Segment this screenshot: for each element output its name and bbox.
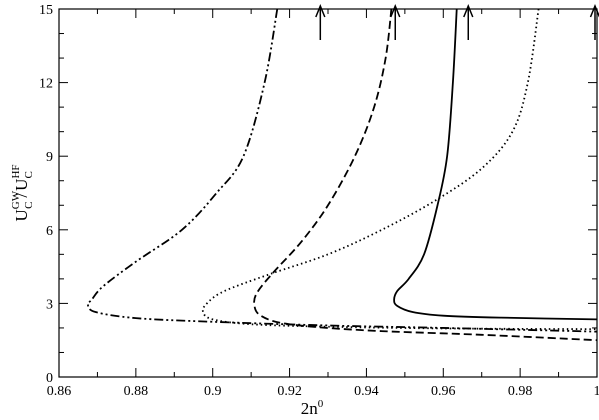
y-tick-label: 12: [39, 77, 53, 92]
ticks-layer: [58, 8, 598, 378]
y-tick-label: 3: [46, 297, 53, 312]
y-label-den-sub: C: [23, 171, 35, 178]
y-label-num-sub: C: [23, 202, 35, 209]
series-line-dotted: [201, 9, 597, 331]
series-line-dashed: [253, 9, 597, 342]
x-tick-labels: 0.86 0.88 0.9 0.92 0.94 0.96 0.98 1: [47, 384, 599, 399]
arrow-marker: [390, 4, 401, 40]
series-line-dashdotdot: [86, 9, 597, 333]
y-label-num-sup: GW: [10, 190, 22, 209]
x-tick-label: 0.9: [204, 384, 222, 399]
y-label-den-sup: HF: [10, 164, 22, 178]
y-tick-label: 9: [46, 150, 53, 165]
y-tick-label: 0: [46, 371, 53, 386]
series-line-solid: [393, 9, 597, 321]
arrow-marker: [315, 4, 326, 40]
arrow-marker: [463, 4, 474, 40]
y-axis-label: UGWC/UHFC: [10, 164, 35, 221]
x-tick-label: 0.96: [431, 384, 456, 399]
y-tick-label: 6: [46, 224, 53, 239]
arrows-layer: [315, 4, 599, 40]
x-axis-label-main: 2n: [301, 399, 319, 418]
x-tick-label: 0.98: [508, 384, 533, 399]
x-tick-label: 0.94: [354, 384, 379, 399]
y-label-den-main: U: [12, 179, 31, 191]
series-layer: [86, 9, 597, 342]
x-tick-label: 0.88: [124, 384, 149, 399]
y-tick-label: 15: [39, 3, 53, 18]
x-axis-label: 2n0: [301, 398, 324, 418]
y-tick-labels: 0 3 6 9 12 15: [39, 3, 53, 386]
x-tick-label: 0.86: [47, 384, 72, 399]
y-label-num-main: U: [12, 209, 31, 221]
y-label-slash: /: [12, 193, 31, 198]
plot-frame: [58, 8, 598, 378]
arrow-marker: [589, 4, 599, 40]
x-axis-label-sup: 0: [318, 398, 324, 410]
x-tick-label: 1: [594, 384, 599, 399]
x-tick-label: 0.92: [277, 384, 302, 399]
